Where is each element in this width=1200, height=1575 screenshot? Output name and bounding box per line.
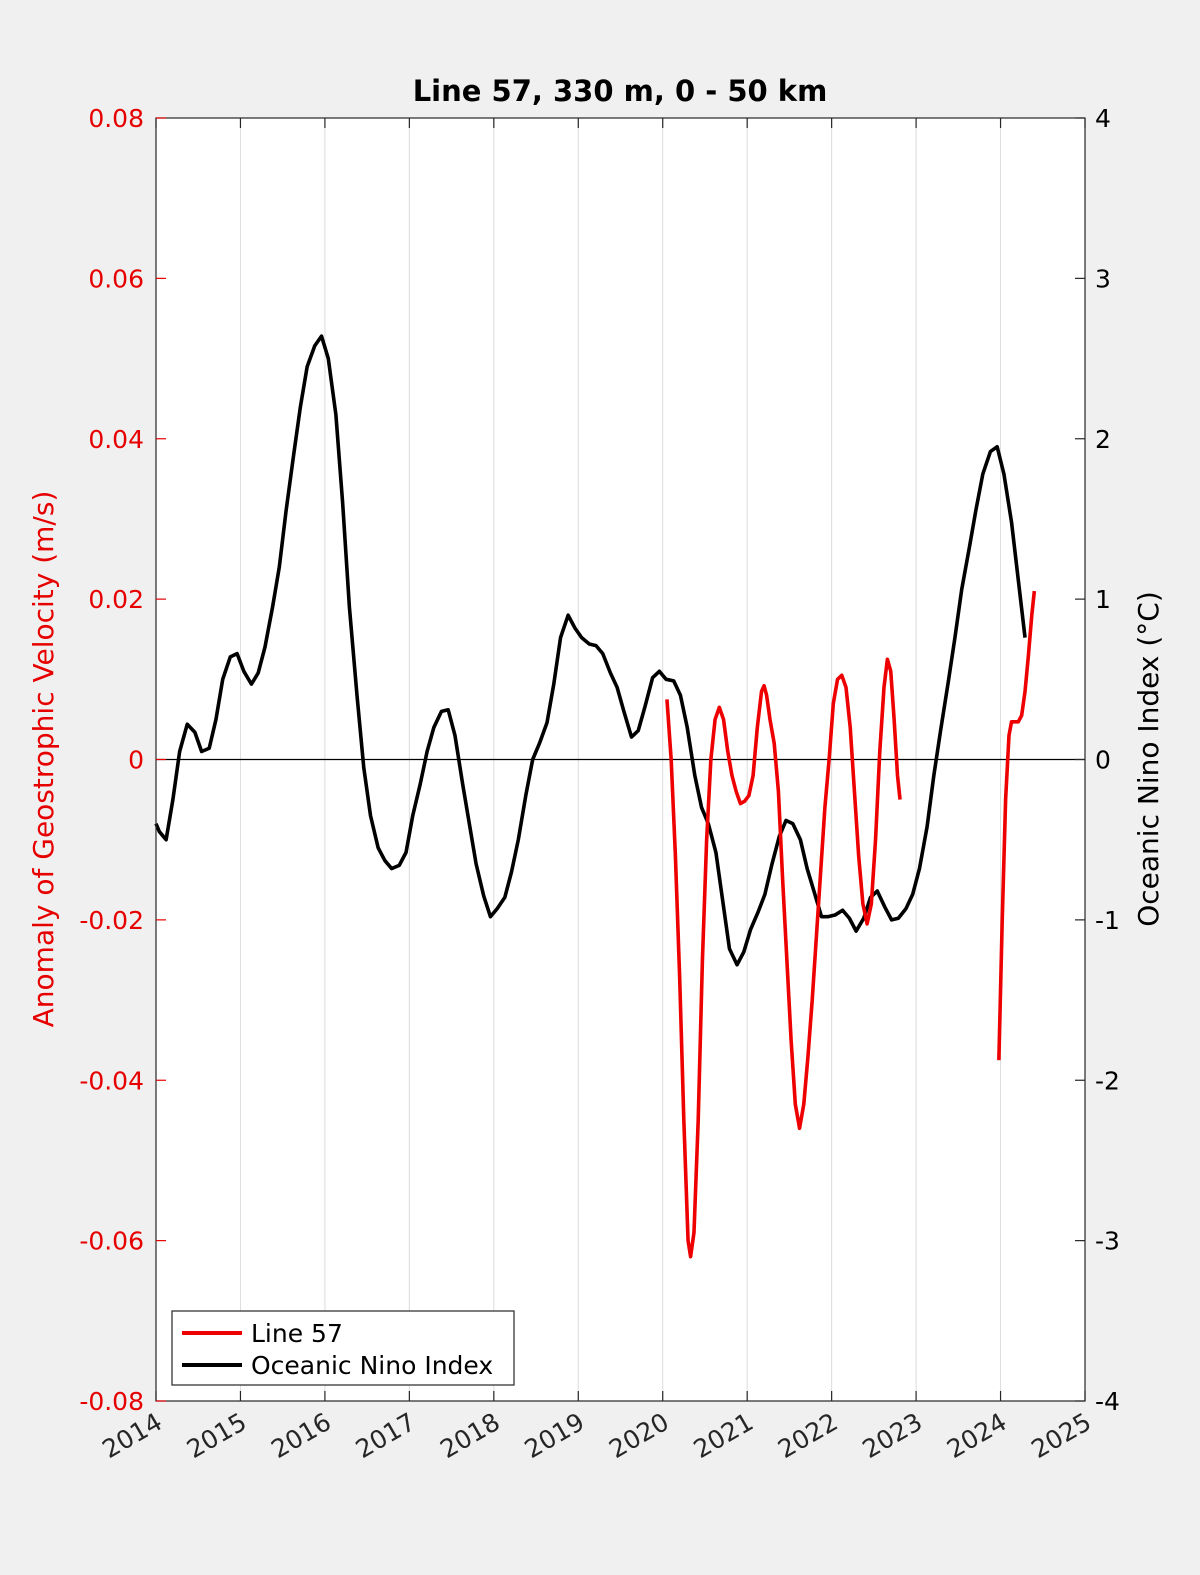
legend-label-oni: Oceanic Nino Index	[251, 1351, 493, 1380]
y-axis-right-label: Oceanic Nino Index (°C)	[1132, 591, 1165, 927]
legend-box	[171, 1310, 515, 1386]
series-line-57-segment-1	[665, 657, 902, 1259]
x-tick-label-2020: 2020	[604, 1407, 674, 1464]
y-right-tick-label-4: 4	[1095, 104, 1111, 133]
y-right-tick-label-0: 0	[1095, 746, 1111, 775]
series-line-57-segment-2	[997, 590, 1037, 1061]
legend-label-line-57: Line 57	[251, 1319, 343, 1348]
x-tick-label-2017: 2017	[351, 1407, 421, 1464]
tick-labels: 2 0 1 4 2015 2016 2017 2018 2019 2020 2021 2022 2023…	[79, 104, 1120, 1464]
y-left-tick-label--0.04: -0.04	[79, 1066, 144, 1095]
axis-ticks	[155, 117, 1086, 1402]
y-right-tick-label-2: 2	[1095, 425, 1111, 454]
x-tick-label-2022: 2022	[773, 1407, 843, 1464]
y-left-tick-label-0.08: 0.08	[88, 104, 144, 133]
x-tick-label-2016: 2016	[266, 1407, 336, 1464]
y-right-tick-label--3: -3	[1095, 1227, 1120, 1256]
y-left-tick-label-0.02: 0.02	[88, 585, 144, 614]
series-oceanic-nino-index	[154, 334, 1027, 967]
y-left-tick-label--0.06: -0.06	[79, 1227, 144, 1256]
y-left-tick-label-0: 0	[128, 746, 144, 775]
y-right-tick-label-3: 3	[1095, 264, 1111, 293]
chart-title: Line 57, 330 m, 0 - 50 km	[413, 74, 828, 108]
y-right-tick-label--1: -1	[1095, 906, 1120, 935]
x-tick-label-2019: 2019	[520, 1407, 590, 1464]
series-lines	[154, 334, 1037, 1259]
y-right-tick-label--4: -4	[1095, 1387, 1120, 1416]
x-tick-label-2024: 2024	[942, 1407, 1012, 1464]
x-tick-label-2023: 2023	[857, 1407, 927, 1464]
y-right-tick-label-1: 1	[1095, 585, 1111, 614]
y-right-tick-label--2: -2	[1095, 1066, 1120, 1095]
y-left-tick-label-0.06: 0.06	[88, 264, 144, 293]
y-left-tick-label--0.08: -0.08	[79, 1387, 144, 1416]
x-tick-label-2025: 2025	[1026, 1407, 1096, 1464]
x-tick-label-2015: 2015	[182, 1407, 252, 1464]
y-left-tick-label--0.02: -0.02	[79, 906, 144, 935]
legend: Line 57 Oceanic Nino Index	[171, 1310, 515, 1386]
y-axis-left-label: Anomaly of Geostrophic Velocity (m/s)	[27, 491, 60, 1028]
x-tick-label-2018: 2018	[435, 1407, 505, 1464]
x-tick-label-2021: 2021	[689, 1407, 759, 1464]
y-left-tick-label-0.04: 0.04	[88, 425, 144, 454]
